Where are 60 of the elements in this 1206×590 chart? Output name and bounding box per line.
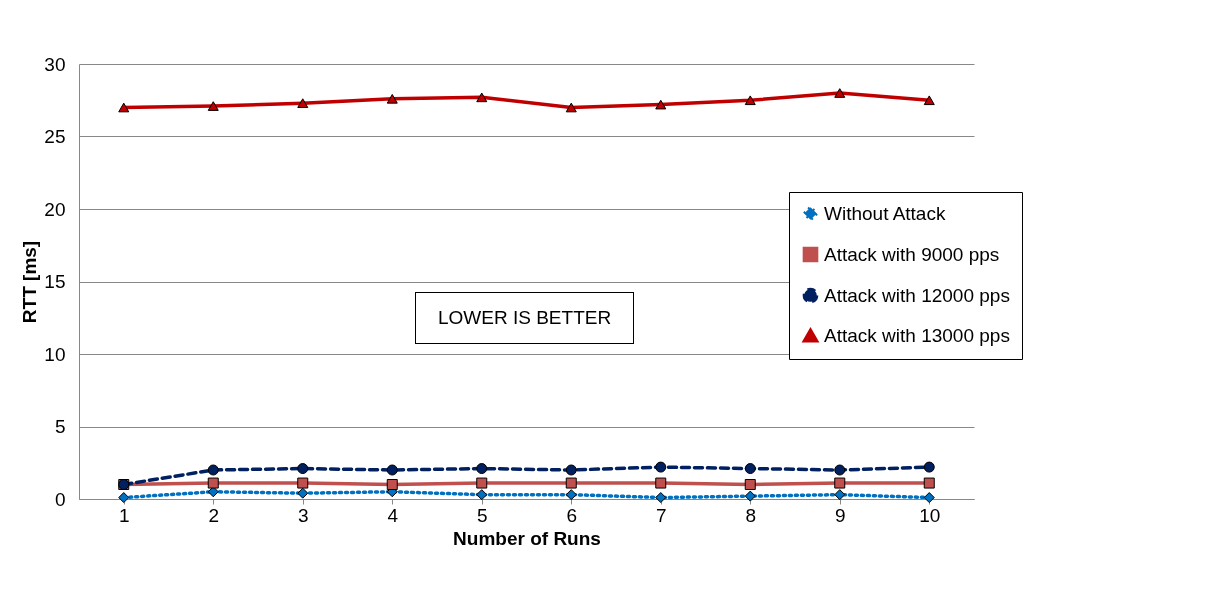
point bbox=[834, 464, 846, 476]
x-axis-title: Number of Runs bbox=[453, 527, 601, 549]
point bbox=[297, 98, 309, 108]
point bbox=[744, 463, 756, 475]
y-tick-label: 25 bbox=[44, 126, 66, 147]
point bbox=[118, 102, 130, 113]
point bbox=[923, 477, 935, 489]
x-tick-label: 7 bbox=[655, 504, 667, 526]
point bbox=[655, 99, 667, 110]
point bbox=[386, 93, 398, 104]
point bbox=[655, 461, 667, 473]
y-tick-label: 0 bbox=[54, 488, 66, 510]
point bbox=[744, 479, 756, 490]
point bbox=[565, 464, 577, 476]
point bbox=[207, 477, 219, 489]
point bbox=[565, 489, 577, 501]
point bbox=[207, 101, 219, 111]
y-tick-label: 20 bbox=[44, 198, 66, 220]
point bbox=[386, 464, 398, 476]
y-tick-label: 5 bbox=[54, 416, 66, 437]
x-tick-label: 3 bbox=[297, 504, 309, 526]
point bbox=[565, 102, 577, 113]
x-tick-label: 8 bbox=[745, 504, 757, 526]
point bbox=[565, 477, 577, 489]
x-tick-label: 2 bbox=[208, 504, 220, 526]
legend-label: Attack with 9000 pps bbox=[824, 243, 1000, 265]
point bbox=[207, 464, 219, 476]
point bbox=[744, 95, 756, 106]
y-tick-label: 30 bbox=[44, 53, 66, 75]
point bbox=[476, 489, 488, 501]
x-tick-label: 6 bbox=[566, 504, 578, 526]
point bbox=[476, 477, 488, 489]
point bbox=[834, 477, 846, 489]
point bbox=[923, 95, 935, 106]
point bbox=[476, 92, 488, 103]
point bbox=[297, 487, 309, 499]
y-axis-title: RTT [ms] bbox=[19, 240, 41, 324]
point bbox=[834, 88, 846, 98]
point bbox=[834, 489, 846, 501]
point bbox=[744, 490, 756, 502]
legend-label: Without Attack bbox=[824, 202, 946, 224]
legend-label: Attack with 13000 pps bbox=[824, 324, 1010, 346]
x-tick-label: 4 bbox=[387, 504, 399, 526]
point bbox=[655, 492, 667, 504]
point bbox=[118, 492, 130, 504]
point bbox=[923, 492, 935, 504]
legend-label: Attack with 12000 pps bbox=[824, 284, 1010, 306]
y-tick-label: 10 bbox=[44, 343, 66, 365]
point bbox=[655, 477, 667, 489]
point bbox=[386, 479, 398, 490]
x-tick-label: 9 bbox=[834, 504, 846, 526]
point bbox=[476, 463, 488, 475]
annotation: LOWER IS BETTER bbox=[415, 292, 635, 344]
point bbox=[297, 463, 309, 475]
point bbox=[923, 461, 935, 473]
x-tick-label: 10 bbox=[919, 504, 941, 526]
x-tick-label: 1 bbox=[118, 504, 130, 526]
point bbox=[297, 477, 309, 489]
y-tick-label: 15 bbox=[44, 271, 66, 292]
x-tick-label: 5 bbox=[476, 504, 488, 526]
